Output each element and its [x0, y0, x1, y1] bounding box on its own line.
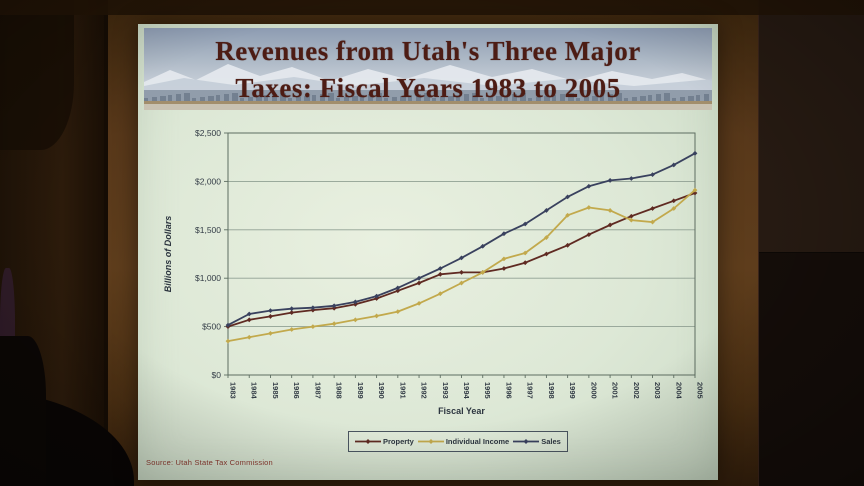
revenue-line-chart: $0 $500 $1,000 $1,500 $2,000 $2,500 1983 1984 19…	[163, 128, 705, 416]
x-tick-label: 1986	[292, 382, 301, 399]
y-tick-label: $2,500	[195, 128, 221, 138]
y-tick-label: $500	[202, 322, 221, 332]
legend-swatch-icon	[355, 439, 381, 444]
x-tick-label: 2000	[589, 382, 598, 399]
x-tick-label: 2004	[674, 382, 683, 400]
projected-slide: Revenues from Utah's Three Major Taxes: …	[138, 24, 718, 480]
x-tick-label: 1985	[271, 382, 280, 399]
x-tick-label: 1995	[483, 382, 492, 399]
legend-item-individual-income: Individual Income	[417, 437, 510, 446]
x-tick-label: 1992	[420, 382, 429, 399]
foreground-silhouette-edge	[0, 336, 46, 486]
x-tick-label: 1998	[547, 382, 556, 399]
wall-dark-corner	[0, 0, 74, 150]
source-text: Source: Utah State Tax Commission	[146, 458, 273, 467]
wall-right-panel-lower	[759, 252, 864, 486]
x-tick-label: 1999	[568, 382, 577, 399]
x-tick-label: 2002	[632, 382, 641, 399]
slide-title: Revenues from Utah's Three Major Taxes: …	[144, 28, 712, 110]
series-line-individual-income	[227, 189, 696, 342]
x-tick-label: 2003	[653, 382, 662, 399]
y-tick-label: $1,500	[195, 225, 221, 235]
wall-top-shadow	[0, 0, 864, 15]
y-axis-title: Billions of Dollars	[163, 216, 173, 293]
legend-label: Individual Income	[445, 437, 510, 446]
chart-legend: Property Individual Income Sales	[348, 431, 568, 452]
y-tick-label: $0	[212, 370, 222, 380]
legend-swatch-icon	[513, 439, 540, 444]
x-tick-label: 1997	[526, 382, 535, 399]
x-tick-label: 1994	[462, 382, 471, 400]
legend-label: Sales	[541, 437, 561, 446]
mountain-skyline-graphic	[144, 64, 712, 110]
x-tick-label: 2005	[696, 382, 705, 399]
series-line-sales	[227, 152, 696, 326]
x-tick-label: 1990	[377, 382, 386, 399]
x-tick-label: 1983	[229, 382, 238, 399]
slide-title-line1: Revenues from Utah's Three Major	[215, 36, 641, 66]
slide-title-line2: Taxes: Fiscal Years 1983 to 2005	[235, 73, 621, 103]
x-tick-label: 1984	[250, 382, 259, 400]
legend-item-sales: Sales	[513, 437, 561, 446]
title-banner-image: Revenues from Utah's Three Major Taxes: …	[144, 28, 712, 110]
x-tick-label: 1988	[335, 382, 344, 399]
y-tick-label: $1,000	[195, 273, 221, 283]
x-axis-title: Fiscal Year	[438, 406, 485, 416]
wall-right-panel	[758, 0, 864, 486]
y-tick-label: $2,000	[195, 176, 221, 186]
x-tick-label: 2001	[611, 382, 620, 399]
x-tick-label: 1987	[313, 382, 322, 399]
x-tick-label: 1991	[398, 382, 407, 399]
x-tick-label: 1989	[356, 382, 365, 399]
series-markers-individual-income	[225, 187, 698, 344]
legend-swatch-icon	[417, 439, 444, 444]
legend-item-property: Property	[355, 437, 414, 446]
x-tick-label: 1996	[504, 382, 513, 399]
x-tick-label: 1993	[441, 382, 450, 399]
legend-label: Property	[383, 437, 414, 446]
series-markers-sales	[225, 150, 698, 328]
